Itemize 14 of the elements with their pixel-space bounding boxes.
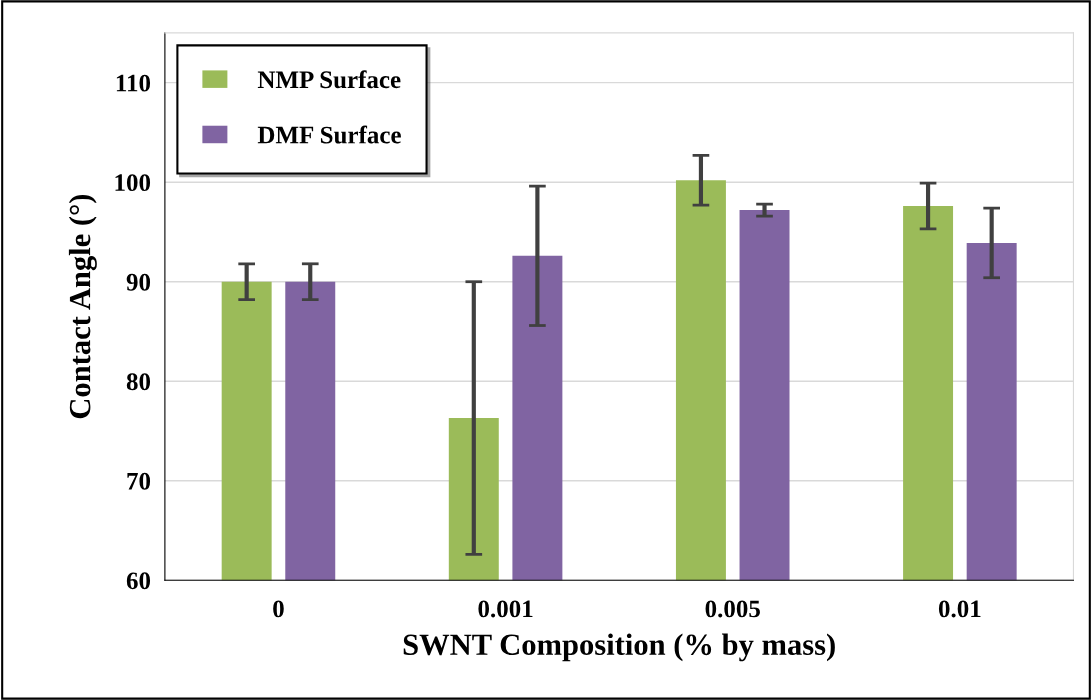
legend-label: NMP Surface	[257, 70, 401, 89]
x-axis-title: SWNT Composition (% by mass)	[403, 633, 835, 662]
y-tick-label: 90	[126, 273, 151, 291]
x-tick-label: 0.01	[938, 600, 981, 618]
legend-label: DMF Surface	[257, 125, 401, 144]
x-tick-label: 0	[273, 600, 284, 618]
x-tick-label: 0.001	[478, 600, 533, 618]
x-tick-label: 0.005	[705, 600, 760, 618]
y-axis-title: Contact Angle (°)	[68, 194, 97, 419]
y-tick-label: 80	[126, 373, 151, 391]
y-tick-label: 70	[127, 472, 151, 490]
y-tick-label: 110	[116, 74, 151, 92]
y-tick-label: 60	[126, 572, 151, 590]
y-tick-label: 100	[115, 174, 151, 192]
